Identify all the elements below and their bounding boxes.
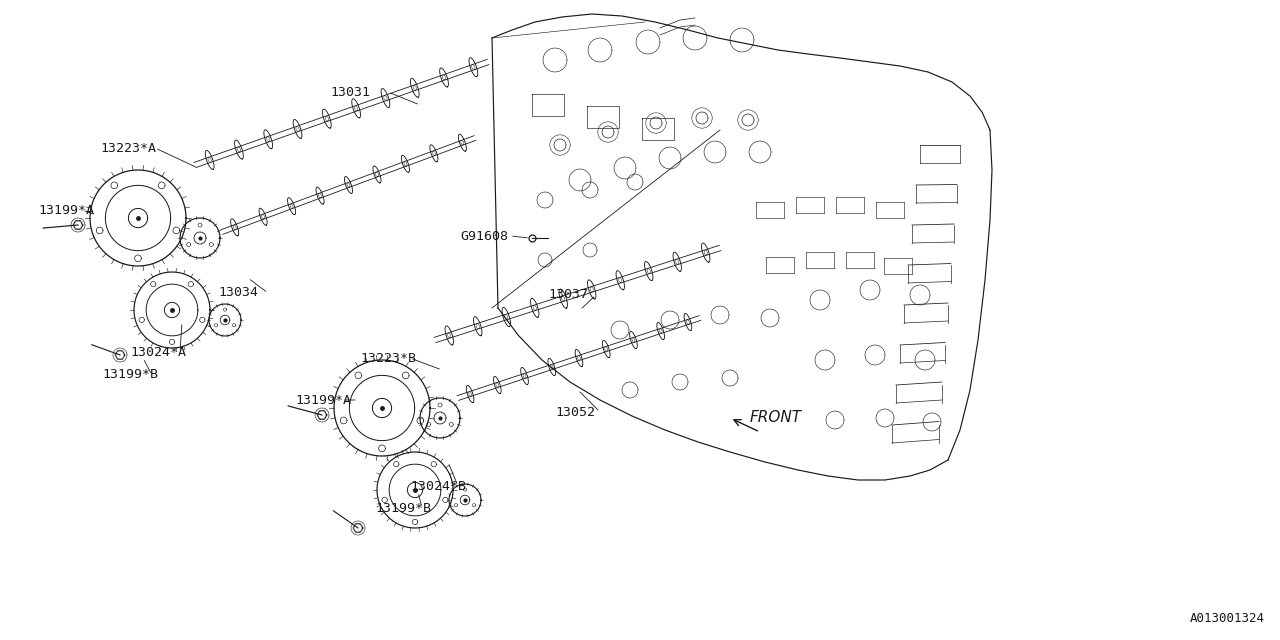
Text: 13024*B: 13024*B — [410, 479, 466, 493]
Text: 13031: 13031 — [330, 86, 370, 99]
Text: 13199*B: 13199*B — [375, 502, 431, 515]
Text: 13024*A: 13024*A — [131, 346, 186, 358]
Text: A013001324: A013001324 — [1190, 612, 1265, 625]
Text: 13037: 13037 — [548, 289, 588, 301]
Text: G91608: G91608 — [460, 230, 508, 243]
Text: 13199*B: 13199*B — [102, 369, 157, 381]
Text: 13052: 13052 — [556, 406, 595, 419]
Text: 13034: 13034 — [218, 287, 259, 300]
Text: 13223*A: 13223*A — [100, 141, 156, 154]
Text: 13199*A: 13199*A — [38, 204, 93, 216]
Text: 13199*A: 13199*A — [294, 394, 351, 406]
Text: 13223*B: 13223*B — [360, 351, 416, 365]
Text: FRONT: FRONT — [750, 410, 803, 426]
